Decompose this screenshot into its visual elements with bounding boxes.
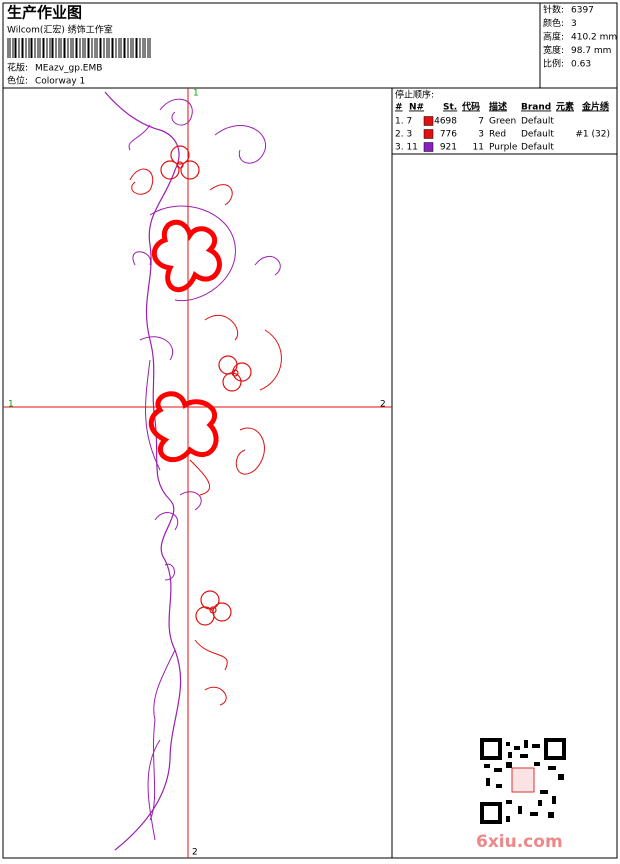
row-index: 3. 11 — [395, 143, 418, 153]
stat-label: 高度: — [543, 31, 564, 43]
axis-label: 2 — [380, 400, 386, 410]
column-header: St. — [443, 103, 457, 113]
color-description: Purple — [489, 143, 518, 153]
column-header: 代码 — [461, 101, 480, 113]
color-swatch — [423, 129, 434, 139]
qr-code — [480, 738, 566, 824]
design-label: 花版: — [7, 62, 28, 74]
color-code: 7 — [478, 117, 484, 127]
brand: Default — [521, 130, 554, 140]
stat-value: 3 — [571, 19, 577, 29]
row-index: 2. 3 — [395, 130, 412, 140]
stat-label: 比例: — [543, 58, 564, 70]
colorway-value: Colorway 1 — [35, 77, 85, 87]
stat-value: 6397 — [571, 6, 594, 16]
color-description: Green — [489, 117, 516, 127]
stat-label: 宽度: — [543, 44, 564, 56]
barcode — [7, 38, 151, 58]
axis-label: 1 — [193, 89, 199, 99]
stitch-count: 921 — [440, 143, 457, 153]
column-header: 元素 — [556, 101, 574, 113]
stat-value: 0.63 — [571, 60, 591, 70]
color-code: 11 — [473, 143, 484, 153]
column-header: Brand — [521, 103, 551, 113]
element: #1 (32) — [575, 130, 610, 140]
stat-label: 颜色: — [543, 17, 564, 29]
column-header: # — [395, 103, 403, 113]
stat-label: 针数: — [543, 4, 564, 16]
stop-table: # N# St. 代码 描述 Brand 元素 金片绣 1. 7 4698 7 Green Defaul… — [395, 101, 610, 153]
color-description: Red — [489, 130, 506, 140]
axis-label: 2 — [192, 848, 198, 858]
title: 生产作业图 — [7, 4, 82, 22]
stat-value: 410.2 mm — [571, 33, 617, 43]
brand: Default — [521, 143, 554, 153]
axis-label: 1 — [8, 400, 14, 410]
column-header: 金片绣 — [581, 101, 610, 113]
color-swatch — [423, 116, 434, 126]
watermark: 6xiu.com — [476, 832, 563, 852]
column-header: N# — [409, 103, 424, 113]
color-code: 3 — [478, 130, 484, 140]
table-title: 停止顺序: — [395, 89, 434, 101]
stitch-count: 4698 — [434, 117, 457, 127]
subtitle: Wilcom(汇宏) 绣饰工作室 — [7, 24, 113, 36]
brand: Default — [521, 117, 554, 127]
row-index: 1. 7 — [395, 117, 412, 127]
stat-value: 98.7 mm — [571, 46, 611, 56]
color-swatch — [423, 142, 434, 152]
embroidery-design — [104, 91, 282, 851]
colorway-label: 色位: — [7, 75, 28, 87]
design-value: MEazv_gp.EMB — [35, 64, 102, 74]
column-header: 描述 — [489, 101, 507, 113]
stats: 针数: 6397 颜色: 3 高度: 410.2 mm 宽度: 98.7 mm 比例: 0.63 — [543, 4, 617, 70]
stitch-count: 776 — [440, 130, 457, 140]
